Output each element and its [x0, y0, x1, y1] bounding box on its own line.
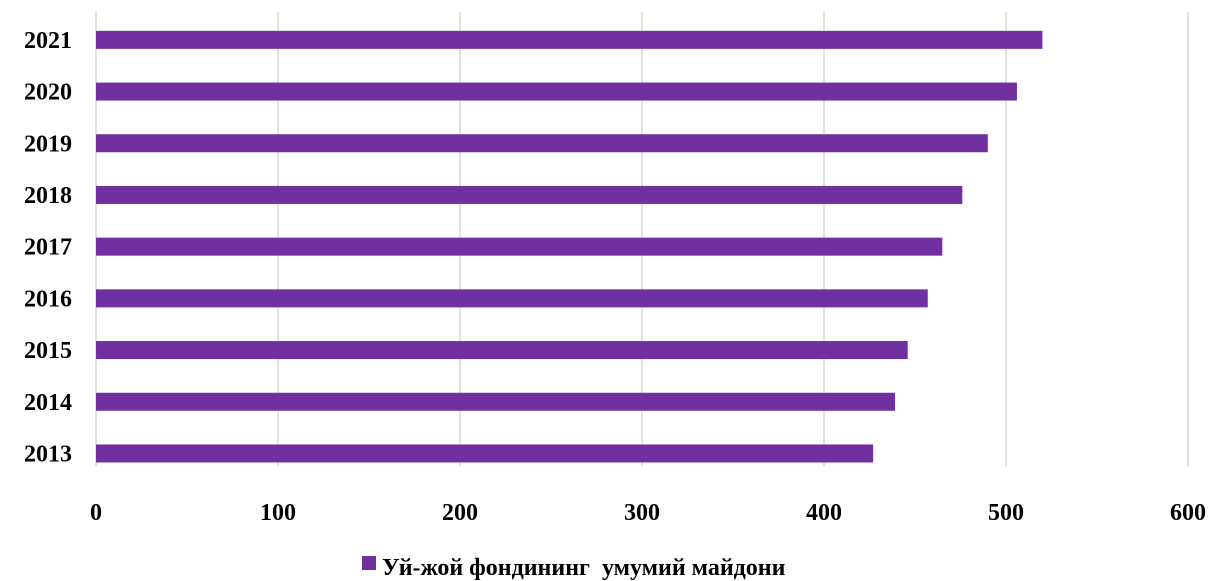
- bar: [96, 392, 895, 411]
- bar: [96, 185, 963, 204]
- legend-swatch: [362, 556, 376, 570]
- bar: [96, 237, 943, 256]
- legend-label: Уй-жой фондининг умумий майдони: [382, 555, 786, 581]
- x-tick-label: 600: [1170, 500, 1206, 526]
- x-tick-label: 400: [806, 500, 842, 526]
- x-tick-label: 100: [260, 500, 296, 526]
- x-tick-label: 300: [624, 500, 660, 526]
- bar: [96, 341, 908, 360]
- y-tick-label: 2013: [24, 441, 72, 467]
- bars: [96, 30, 1043, 463]
- bar: [96, 30, 1043, 49]
- bar: [96, 134, 988, 153]
- y-tick-label: 2014: [24, 390, 72, 416]
- bar: [96, 289, 928, 308]
- x-tick-label: 200: [442, 500, 478, 526]
- bar: [96, 82, 1017, 101]
- y-tick-label: 2016: [24, 286, 72, 312]
- x-axis-labels: 0 100 200 300 400 500 600: [90, 500, 1206, 526]
- y-tick-label: 2018: [24, 183, 72, 209]
- y-axis-labels: 2013 2014 2015 2016 2017 2018 2019 2020 2021: [24, 28, 72, 468]
- x-tick-label: 0: [90, 500, 102, 526]
- legend: Уй-жой фондининг умумий майдони: [362, 555, 786, 581]
- y-tick-label: 2021: [24, 28, 72, 54]
- y-tick-label: 2020: [24, 80, 72, 106]
- x-tick-label: 500: [988, 500, 1024, 526]
- bar: [96, 444, 874, 463]
- y-tick-label: 2019: [24, 131, 72, 157]
- y-tick-label: 2017: [24, 235, 72, 261]
- y-tick-label: 2015: [24, 338, 72, 364]
